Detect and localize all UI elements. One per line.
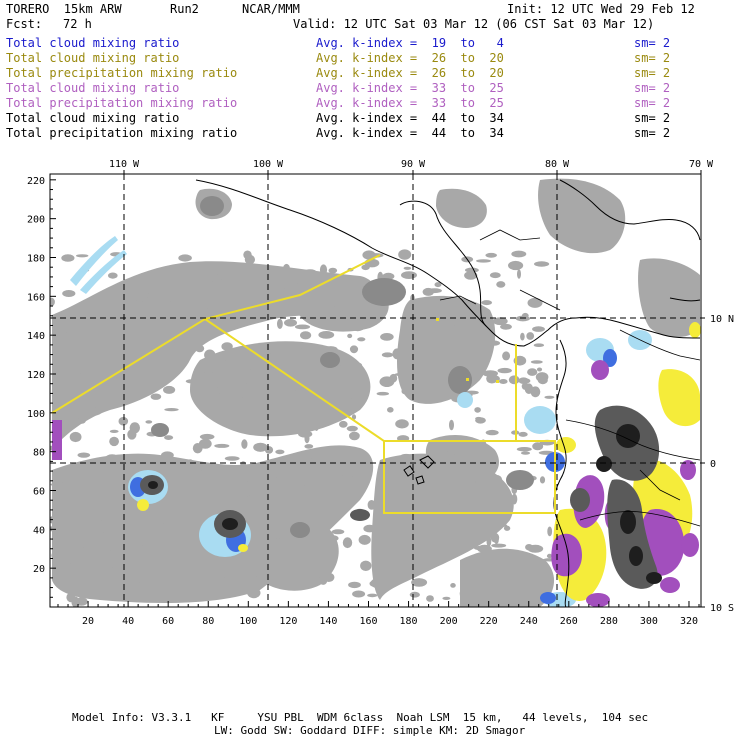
legend-smoothing: sm= 2: [634, 66, 671, 80]
x-tick-label: 40: [122, 616, 134, 627]
x-tick-label: 100: [239, 616, 257, 627]
run-label: Run2: [170, 2, 199, 16]
y-tick-label: 220: [27, 176, 45, 187]
y-tick-label: 80: [33, 448, 45, 459]
init-time: Init: 12 UTC Wed 29 Feb 12: [507, 2, 695, 16]
legend-smoothing: sm= 2: [634, 36, 671, 50]
axis-ticks: [50, 170, 705, 608]
legend-index: Avg. k-index = 26 to 20: [316, 66, 504, 80]
latitude-label: 10 S: [710, 603, 734, 614]
legend-field: Total cloud mixing ratio: [6, 36, 180, 50]
y-tick-label: 20: [33, 564, 45, 575]
plot-frame: [49, 173, 702, 608]
model-name: TORERO 15km ARW: [6, 2, 122, 16]
x-tick-label: 260: [560, 616, 578, 627]
y-tick-label: 40: [33, 525, 45, 536]
region-outline-layer: [51, 254, 556, 514]
longitude-label: 110 W: [109, 159, 140, 170]
x-tick-label: 160: [359, 616, 377, 627]
legend-field: Total cloud mixing ratio: [6, 111, 180, 125]
longitude-label: 100 W: [253, 159, 284, 170]
model-info: Model Info: V3.3.1 KF YSU PBL WDM 6class…: [72, 711, 649, 724]
y-tick-label: 60: [33, 486, 45, 497]
y-tick-label: 100: [27, 409, 45, 420]
y-tick-label: 140: [27, 331, 45, 342]
latitude-label: 10 N: [710, 314, 734, 325]
yellow-marker-layer: [436, 318, 499, 383]
legend-index: Avg. k-index = 44 to 34: [316, 111, 504, 125]
legend-smoothing: sm= 2: [634, 126, 671, 140]
x-tick-label: 280: [600, 616, 618, 627]
forecast-hour: 72 h: [63, 17, 92, 31]
longitude-label: 70 W: [689, 159, 714, 170]
legend-smoothing: sm= 2: [634, 96, 671, 110]
y-tick-label: 160: [27, 292, 45, 303]
legend-field: Total precipitation mixing ratio: [6, 96, 238, 110]
physics-info: LW: Godd SW: Goddard DIFF: simple KM: 2D…: [214, 724, 526, 737]
x-tick-label: 220: [480, 616, 498, 627]
legend-index: Avg. k-index = 33 to 25: [316, 96, 504, 110]
valid-time: Valid: 12 UTC Sat 03 Mar 12 (06 CST Sat …: [293, 17, 655, 31]
border-layer: [439, 229, 701, 527]
legend-field: Total precipitation mixing ratio: [6, 66, 238, 80]
legend-smoothing: sm= 2: [634, 111, 671, 125]
latlon-grid: [50, 174, 701, 607]
longitude-label: 80 W: [545, 159, 570, 170]
x-tick-label: 120: [279, 616, 297, 627]
latitude-label: 0: [710, 459, 716, 470]
legend-index: Avg. k-index = 44 to 34: [316, 126, 504, 140]
x-tick-label: 80: [202, 616, 214, 627]
x-tick-label: 140: [319, 616, 337, 627]
legend-index: Avg. k-index = 19 to 4: [316, 36, 504, 50]
cloud-field: [50, 174, 701, 607]
y-tick-label: 180: [27, 253, 45, 264]
x-tick-label: 200: [440, 616, 458, 627]
legend-field: Total cloud mixing ratio: [6, 51, 180, 65]
x-tick-label: 60: [162, 616, 174, 627]
black-cloud-core-layer: [148, 424, 662, 584]
legend-smoothing: sm= 2: [634, 51, 671, 65]
y-tick-label: 200: [27, 215, 45, 226]
x-tick-label: 320: [680, 616, 698, 627]
legend-field: Total cloud mixing ratio: [6, 81, 180, 95]
legend-smoothing: sm= 2: [634, 81, 671, 95]
legend-field: Total precipitation mixing ratio: [6, 126, 238, 140]
forecast-label: Fcst:: [6, 17, 43, 31]
legend-index: Avg. k-index = 33 to 25: [316, 81, 504, 95]
axis-labels: 220 200 180 160 140 120 100 80 60 40 20 20 40 60 80 100…: [27, 159, 734, 627]
x-tick-label: 300: [640, 616, 658, 627]
dark-gray-cloud-layer: [151, 196, 534, 538]
legend-index: Avg. k-index = 26 to 20: [316, 51, 504, 65]
longitude-label: 90 W: [401, 159, 426, 170]
x-tick-label: 180: [400, 616, 418, 627]
y-tick-label: 120: [27, 370, 45, 381]
x-tick-label: 240: [520, 616, 538, 627]
center-label: NCAR/MMM: [242, 2, 300, 16]
x-tick-label: 20: [82, 616, 94, 627]
speckle-cloud-layer: [50, 249, 557, 607]
